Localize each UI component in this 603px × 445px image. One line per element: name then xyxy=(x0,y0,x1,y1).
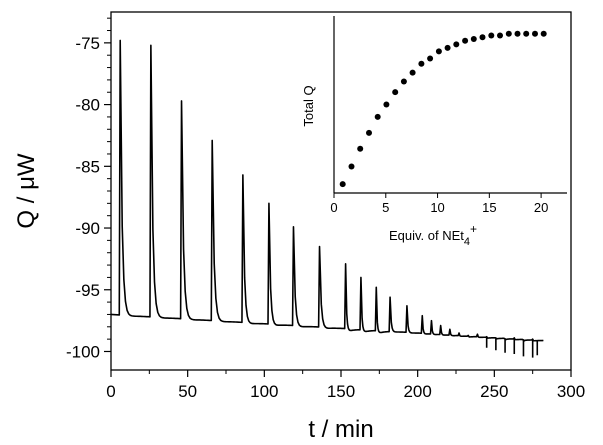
main-y-axis-title: Q / μW xyxy=(13,153,40,229)
inset-data-point xyxy=(357,145,364,152)
inset-data-point xyxy=(374,113,381,120)
inset-data-point xyxy=(444,44,451,51)
main-x-tick-label: 50 xyxy=(178,382,197,401)
main-x-tick-label: 200 xyxy=(403,382,431,401)
inset-x-tick-label: 5 xyxy=(382,200,389,215)
heat-flow-trace xyxy=(110,39,544,358)
inset-plot-background xyxy=(334,16,567,193)
inset-x-axis-title-superscript: + xyxy=(470,222,477,236)
inset-data-point xyxy=(497,32,503,39)
inset-data-point xyxy=(409,69,416,76)
main-y-tick-label: -95 xyxy=(75,281,100,300)
inset-data-point xyxy=(514,30,521,37)
main-y-tick-label: -100 xyxy=(66,342,100,361)
inset-x-tick-label: 0 xyxy=(330,200,337,215)
inset-data-point xyxy=(505,30,512,37)
inset-data-point xyxy=(348,163,355,170)
inset-data-point xyxy=(427,55,434,62)
inset-plot: 0 5 10 15 20 Equiv. of NEt4+ Total Q xyxy=(301,16,567,248)
inset-data-point xyxy=(462,37,469,44)
inset-x-tick-label: 20 xyxy=(534,200,548,215)
main-plot: 0 50 100 150 200 250 300 -75-80-85-90-95-100 t… xyxy=(13,11,585,443)
main-x-tick-label: 100 xyxy=(250,382,278,401)
inset-data-point xyxy=(488,32,495,39)
inset-data-point xyxy=(392,89,399,96)
main-x-tick-label: 250 xyxy=(480,382,508,401)
inset-data-point xyxy=(453,41,460,48)
main-y-axis: -75 -80 -85 -90 -95 -100 xyxy=(66,17,111,361)
inset-data-point xyxy=(479,34,486,41)
inset-data-point xyxy=(435,48,442,55)
main-y-tick-label: -80 xyxy=(75,96,100,115)
main-x-tick-label: 0 xyxy=(106,382,115,401)
inset-data-point xyxy=(400,78,407,85)
main-y-tick-label: -90 xyxy=(75,219,100,238)
inset-x-axis-title: Equiv. of NEt4+ xyxy=(389,222,477,248)
main-x-tick-label: 150 xyxy=(327,382,355,401)
inset-data-points xyxy=(339,30,547,188)
inset-x-axis-title-main: Equiv. of NEt xyxy=(389,228,464,243)
main-x-axis: 0 50 100 150 200 250 300 xyxy=(106,370,585,401)
inset-y-axis-title: Total Q xyxy=(301,85,316,126)
inset-data-point xyxy=(339,181,346,188)
main-y-tick-label: -75 xyxy=(75,34,100,53)
main-x-tick-label: 300 xyxy=(557,382,585,401)
main-x-axis-title: t / min xyxy=(308,416,373,443)
inset-x-axis-title-subscript: 4 xyxy=(464,236,470,248)
inset-data-point xyxy=(383,101,390,108)
inset-data-point xyxy=(418,60,425,67)
inset-x-axis: 0 5 10 15 20 xyxy=(330,193,548,215)
inset-data-point xyxy=(523,30,530,37)
inset-data-point xyxy=(366,129,372,136)
inset-data-point xyxy=(540,30,547,37)
inset-x-tick-label: 10 xyxy=(430,200,444,215)
inset-data-point xyxy=(532,30,538,37)
inset-x-tick-label: 15 xyxy=(482,200,496,215)
inset-data-point xyxy=(470,36,477,43)
main-y-tick-label: -85 xyxy=(75,157,100,176)
